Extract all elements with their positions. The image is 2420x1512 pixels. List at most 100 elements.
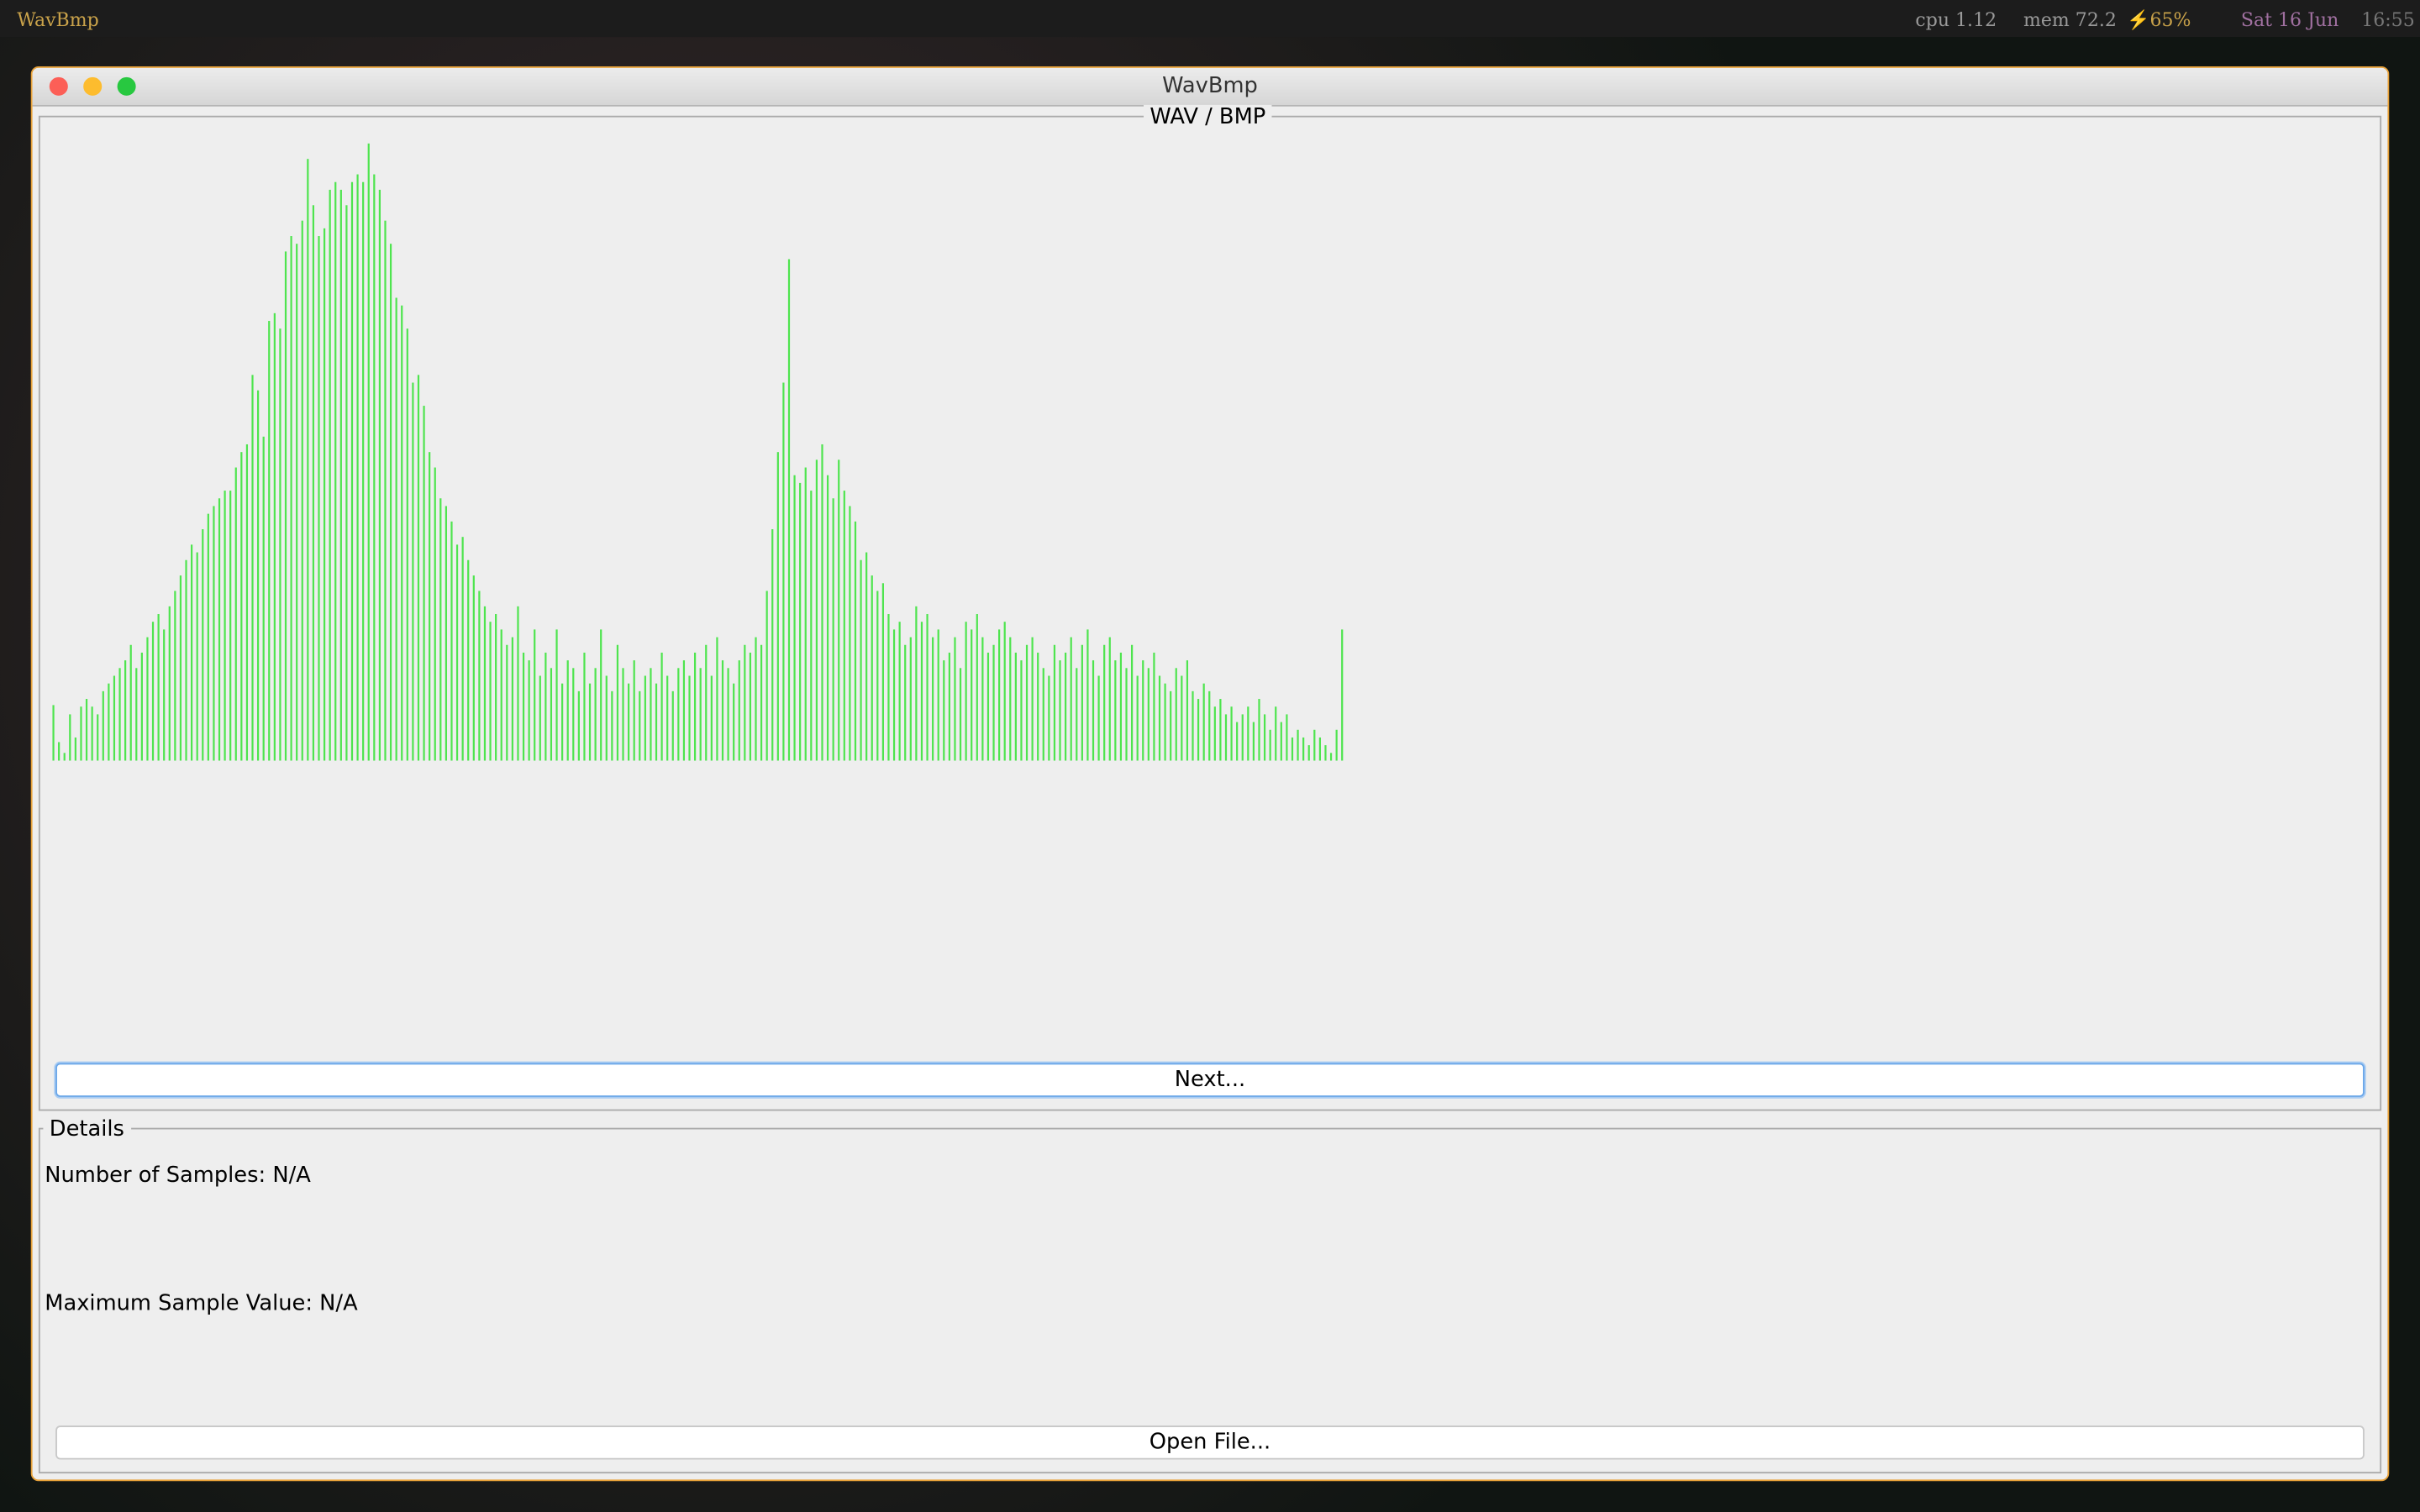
bar	[716, 637, 718, 761]
bar	[932, 637, 934, 761]
bar	[605, 675, 608, 761]
bar	[1341, 629, 1344, 761]
bar	[787, 259, 791, 761]
bar	[329, 189, 331, 761]
bar	[937, 629, 939, 761]
bar	[986, 652, 990, 761]
bar	[1003, 622, 1006, 761]
bar	[727, 668, 729, 761]
bar	[600, 629, 602, 761]
app-name[interactable]: WavBmp	[17, 9, 99, 31]
bar	[511, 637, 513, 761]
bar	[58, 742, 60, 761]
bar	[91, 706, 93, 761]
bar	[1241, 714, 1244, 761]
bar	[378, 189, 381, 761]
bar	[693, 652, 697, 761]
bar	[1108, 637, 1111, 761]
bar	[202, 528, 204, 761]
bar	[992, 644, 995, 761]
bar	[483, 606, 487, 761]
bar	[871, 575, 873, 761]
bar	[959, 668, 962, 761]
bar	[555, 629, 558, 761]
bar	[80, 706, 82, 761]
bar	[1119, 652, 1123, 761]
bar	[108, 683, 110, 761]
bar	[854, 521, 857, 761]
bar	[909, 637, 912, 761]
bar	[356, 174, 359, 761]
minimize-button[interactable]	[83, 76, 103, 96]
next-button[interactable]: Next...	[55, 1063, 2365, 1097]
bar	[611, 690, 613, 761]
bar	[826, 475, 829, 761]
bar	[429, 452, 431, 761]
bar	[849, 506, 851, 761]
bar	[633, 660, 635, 761]
bar	[1280, 722, 1282, 761]
bar	[976, 614, 978, 761]
bar	[721, 660, 724, 761]
bar	[401, 305, 403, 761]
bar	[290, 236, 292, 761]
bar	[954, 637, 956, 761]
bar	[234, 467, 237, 761]
bar	[1297, 729, 1299, 761]
bar	[832, 498, 834, 761]
bar	[434, 467, 436, 761]
bar	[1307, 745, 1310, 761]
bar	[384, 220, 387, 761]
bar	[472, 575, 475, 761]
bar	[218, 498, 221, 761]
bar	[1158, 675, 1161, 761]
bar	[671, 690, 674, 761]
bar	[971, 629, 973, 761]
bar	[572, 668, 575, 761]
window-title: WavBmp	[1162, 74, 1258, 99]
bar	[367, 143, 370, 761]
open-file-button[interactable]: Open File...	[55, 1425, 2365, 1460]
histogram	[52, 143, 1344, 761]
bar	[85, 699, 88, 761]
bar	[876, 591, 879, 761]
bar	[140, 652, 143, 761]
bar	[1014, 652, 1017, 761]
close-button[interactable]	[49, 76, 68, 96]
bar	[179, 575, 182, 761]
bar	[301, 220, 303, 761]
bar	[1020, 660, 1023, 761]
bar	[284, 251, 287, 761]
bar	[1164, 683, 1166, 761]
bar	[1025, 644, 1028, 761]
bar	[318, 236, 320, 761]
bar	[350, 181, 354, 761]
bar	[1130, 644, 1134, 761]
bar	[373, 174, 376, 761]
bar	[755, 637, 757, 761]
bar	[904, 644, 907, 761]
bar	[1313, 729, 1316, 761]
bar	[1009, 637, 1012, 761]
bar	[1142, 660, 1144, 761]
bar	[744, 644, 746, 761]
samples-label: Number of Samples: N/A	[45, 1163, 311, 1189]
bar	[251, 375, 254, 761]
bar	[810, 491, 813, 761]
bar	[561, 683, 564, 761]
bar	[544, 652, 547, 761]
zoom-button[interactable]	[117, 76, 136, 96]
bar	[129, 644, 132, 761]
bar	[765, 591, 768, 761]
bar	[1219, 699, 1222, 761]
bar	[799, 482, 802, 761]
cpu: cpu 1.12	[1915, 9, 1997, 31]
bar	[445, 506, 447, 761]
bar	[1302, 737, 1305, 761]
bar	[699, 668, 702, 761]
bar	[1286, 714, 1288, 761]
bar	[1208, 690, 1211, 761]
bar	[616, 644, 619, 761]
bar	[804, 467, 807, 761]
bar	[1329, 753, 1333, 761]
